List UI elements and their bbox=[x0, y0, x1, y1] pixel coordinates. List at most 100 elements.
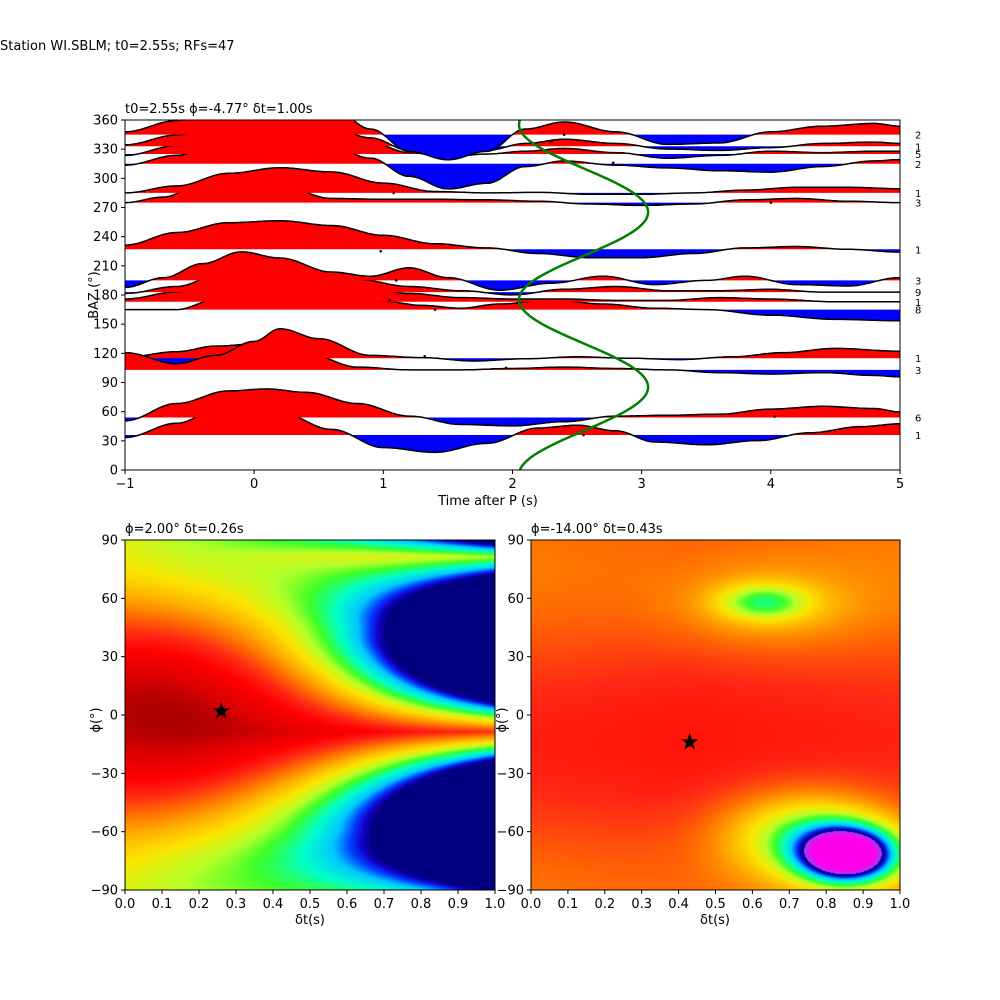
heatmap-left-xlabel: δt(s) bbox=[295, 913, 325, 928]
rf-trace-negative-fill bbox=[125, 249, 900, 258]
x-tick-label: 0.9 bbox=[448, 897, 469, 912]
x-tick-label: 3 bbox=[638, 477, 646, 492]
heatmap-right-canvas bbox=[531, 540, 900, 890]
y-tick-label: 150 bbox=[93, 318, 118, 333]
y-tick-label: 30 bbox=[507, 650, 524, 665]
rf-baz-curve bbox=[517, 120, 650, 470]
rf-trace-line bbox=[125, 166, 900, 196]
rf-t0-marker bbox=[562, 133, 566, 136]
y-tick-label: 0 bbox=[110, 464, 118, 479]
y-tick-label: −60 bbox=[91, 825, 118, 840]
y-tick-label: 360 bbox=[93, 114, 118, 129]
x-tick-label: 1.0 bbox=[485, 897, 506, 912]
rf-trace-count: 2 bbox=[915, 131, 921, 142]
rf-panel: t0=2.55s ϕ=-4.77° δt=1.00s −1 0 1 2 3 4 503060… bbox=[87, 102, 921, 509]
rf-t0-marker bbox=[394, 279, 398, 282]
rf-trace-positive-fill bbox=[125, 388, 900, 418]
rf-trace-negative-fill bbox=[125, 202, 900, 206]
heatmap-right-xlabel: δt(s) bbox=[700, 913, 730, 928]
rf-trace-positive-fill bbox=[125, 328, 900, 359]
rf-t0-marker bbox=[769, 201, 773, 204]
x-tick-label: 1 bbox=[379, 477, 387, 492]
rf-trace-positive-fill bbox=[125, 251, 900, 281]
heatmap-left-canvas bbox=[125, 540, 495, 890]
rf-trace-count: 1 bbox=[915, 189, 921, 200]
rf-trace-negative-fill bbox=[125, 417, 900, 426]
x-tick-label: 0.8 bbox=[411, 897, 432, 912]
y-tick-label: 270 bbox=[93, 201, 118, 216]
x-tick-label: 4 bbox=[767, 477, 775, 492]
y-tick-label: 120 bbox=[93, 347, 118, 362]
heatmap-left-title: ϕ=2.00° δt=0.26s bbox=[125, 522, 244, 537]
y-tick-label: 30 bbox=[101, 650, 118, 665]
y-tick-label: 0 bbox=[516, 709, 524, 724]
heatmap-right-axes: 0.0 0.1 0.2 0.3 0.4 0.5 0.6 0.7 0.8 0.9 1.0 −90 −60 −… bbox=[497, 534, 911, 913]
rf-trace-line bbox=[125, 251, 900, 291]
x-tick-label: 0.3 bbox=[631, 897, 652, 912]
rf-trace-negative-fill bbox=[125, 134, 900, 160]
rf-traces bbox=[125, 120, 900, 470]
heatmap-left-ylabel: ϕ(°) bbox=[89, 707, 104, 732]
rf-trace-positive-fill bbox=[125, 120, 900, 135]
rf-panel-title: t0=2.55s ϕ=-4.77° δt=1.00s bbox=[125, 102, 313, 117]
x-tick-label: 0.4 bbox=[668, 897, 689, 912]
rf-trace-line bbox=[125, 120, 900, 156]
rf-trace-negative-fill bbox=[125, 146, 900, 155]
y-tick-label: 300 bbox=[93, 172, 118, 187]
rf-trace-positive-fill bbox=[125, 344, 900, 370]
rf-trace-count: 1 bbox=[915, 142, 921, 153]
x-tick-label: 0.3 bbox=[226, 897, 247, 912]
x-tick-label: 0 bbox=[250, 477, 258, 492]
rf-trace-count: 6 bbox=[915, 414, 921, 425]
rf-trace-negative-fill bbox=[125, 435, 900, 453]
rf-t0-marker bbox=[388, 298, 392, 302]
y-tick-label: 90 bbox=[101, 534, 118, 549]
heatmap-right-ylabel: ϕ(°) bbox=[495, 707, 510, 732]
rf-trace-line bbox=[125, 120, 900, 161]
rf-trace-negative-fill bbox=[125, 292, 900, 295]
rf-t0-marker bbox=[504, 366, 508, 370]
suptitle: Station WI.SBLM; t0=2.55s; RFs=47 bbox=[0, 39, 235, 54]
rf-t0-marker bbox=[611, 161, 615, 165]
rf-trace-positive-fill bbox=[125, 167, 900, 193]
y-tick-label: −90 bbox=[497, 884, 524, 899]
rf-xlabel: Time after P (s) bbox=[437, 494, 538, 509]
x-tick-label: 0.5 bbox=[300, 897, 321, 912]
x-tick-label: 0.0 bbox=[115, 897, 136, 912]
rf-t0-marker bbox=[582, 433, 585, 437]
y-tick-label: 60 bbox=[101, 592, 118, 607]
x-tick-label: 5 bbox=[896, 477, 904, 492]
y-tick-label: 240 bbox=[93, 230, 118, 245]
x-tick-label: 0.6 bbox=[337, 897, 358, 912]
x-tick-label: 0.7 bbox=[374, 897, 395, 912]
rf-trace-count: 5 bbox=[915, 150, 921, 161]
rf-trace-positive-fill bbox=[125, 220, 900, 250]
rf-trace-line bbox=[125, 219, 900, 259]
rf-trace-count: 1 bbox=[915, 245, 921, 256]
rf-trace-count: 3 bbox=[915, 366, 921, 377]
y-tick-label: 330 bbox=[93, 143, 118, 158]
x-tick-label: 0.1 bbox=[152, 897, 173, 912]
rf-t0-marker bbox=[773, 415, 777, 418]
x-tick-label: 0.8 bbox=[816, 897, 837, 912]
y-tick-label: 60 bbox=[507, 592, 524, 607]
rf-trace-count: 3 bbox=[915, 276, 921, 287]
x-tick-label: 0.4 bbox=[263, 897, 284, 912]
rf-trace-count: 2 bbox=[915, 160, 921, 171]
y-tick-label: −60 bbox=[497, 825, 524, 840]
rf-trace-count: 8 bbox=[915, 306, 921, 317]
rf-trace-count: 3 bbox=[915, 199, 921, 210]
heatmap-left-axes: 0.0 0.1 0.2 0.3 0.4 0.5 0.6 0.7 0.8 0.9 1.0 −90 −60 −… bbox=[91, 534, 506, 913]
best-fit-star-icon bbox=[681, 733, 699, 750]
rf-trace-negative-fill bbox=[125, 309, 900, 321]
x-tick-label: 0.5 bbox=[705, 897, 726, 912]
x-tick-label: 0.2 bbox=[594, 897, 615, 912]
rf-trace-line bbox=[125, 328, 900, 365]
x-tick-label: 0.7 bbox=[779, 897, 800, 912]
heatmap-right-title: ϕ=-14.00° δt=0.43s bbox=[531, 522, 663, 537]
rf-t0-marker bbox=[379, 249, 383, 253]
rf-trace-negative-fill bbox=[125, 280, 900, 291]
x-tick-label: 0.2 bbox=[189, 897, 210, 912]
